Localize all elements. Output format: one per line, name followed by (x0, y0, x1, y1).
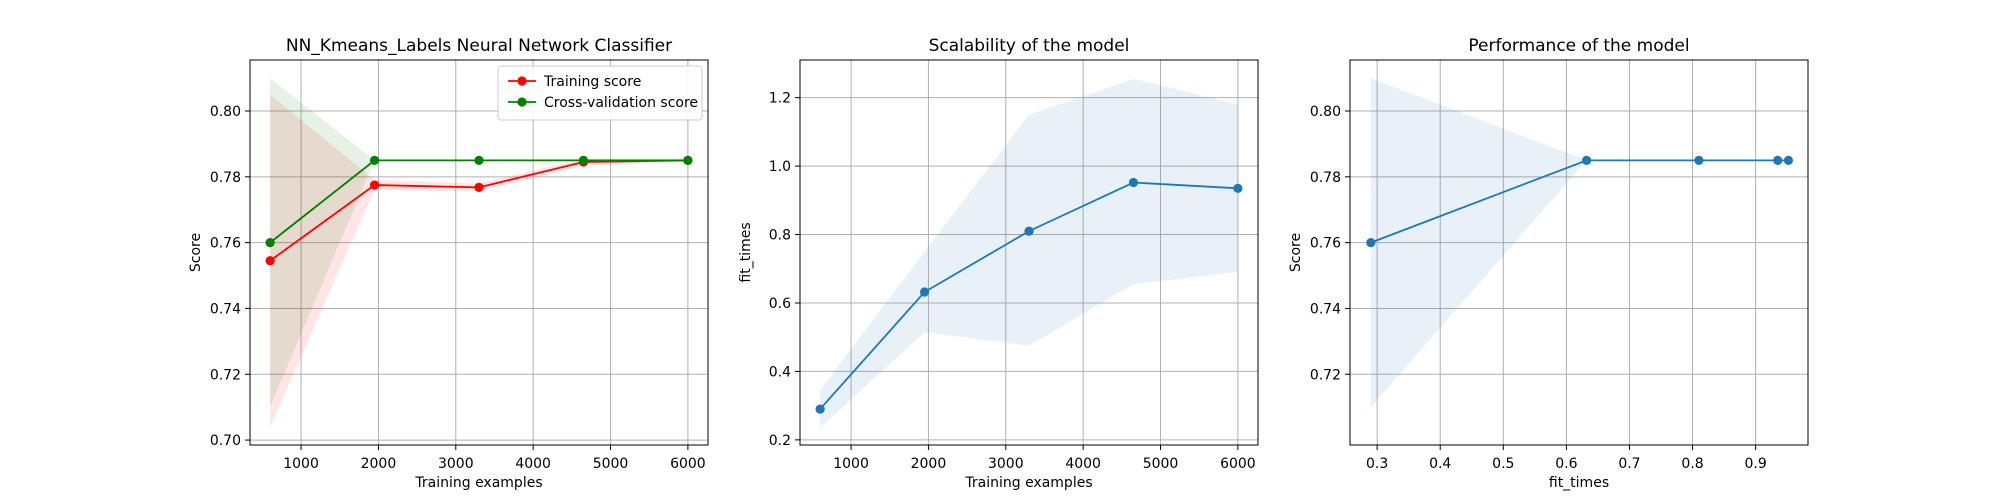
y-tick-label: 0.70 (210, 433, 241, 449)
x-tick-label: 4000 (1065, 456, 1101, 472)
x-tick-label: 3000 (988, 456, 1024, 472)
data-point (1783, 155, 1794, 165)
y-tick-label: 0.4 (769, 364, 791, 380)
x-axis-label: Training examples (414, 475, 542, 491)
y-tick-label: 0.80 (210, 104, 241, 120)
data-point (1024, 226, 1034, 236)
data-point (1128, 177, 1139, 188)
y-tick-label: 0.78 (1310, 170, 1341, 186)
x-tick-label: 0.7 (1618, 456, 1640, 472)
legend-swatch-marker (517, 97, 527, 107)
chart-3: 0.3 0.4 0.5 0.6 0.7 0.8 0.9 0.72 0.74 0.76 0.78 0.8… (1288, 36, 1809, 491)
y-tick-label: 0.74 (1310, 301, 1341, 317)
x-tick-label: 6000 (1220, 456, 1256, 472)
x-axis-label: fit_times (1549, 475, 1609, 491)
data-point (683, 155, 693, 165)
y-tick-label: 1.0 (769, 159, 791, 175)
x-tick-label: 6000 (670, 456, 706, 472)
x-tick-label: 1000 (833, 456, 869, 472)
x-tick-label: 4000 (515, 456, 551, 472)
x-tick-label: 5000 (593, 456, 629, 472)
y-axis-label: Score (188, 233, 204, 272)
x-tick-label: 2000 (911, 456, 947, 472)
chart-title: NN_Kmeans_Labels Neural Network Classifi… (286, 36, 672, 56)
data-point (1233, 183, 1243, 193)
x-tick-label: 0.5 (1492, 456, 1514, 472)
y-axis-label: fit_times (738, 222, 754, 282)
y-tick-label: 0.74 (210, 301, 241, 317)
data-point (1366, 238, 1376, 248)
x-tick-label: 0.6 (1555, 456, 1577, 472)
x-tick-label: 0.3 (1366, 456, 1388, 472)
x-tick-label: 0.8 (1681, 456, 1703, 472)
chart-1: 1000 2000 3000 4000 5000 6000 0.70 0.72 0.74 0.76… (188, 36, 709, 491)
y-tick-label: 0.80 (1310, 104, 1341, 120)
data-point (1773, 155, 1783, 165)
x-tick-label: 0.9 (1745, 456, 1767, 472)
axes-frame (249, 59, 709, 446)
data-point (369, 180, 380, 190)
data-point (474, 155, 484, 165)
y-tick-label: 1.2 (769, 91, 791, 107)
x-tick-label: 0.4 (1429, 456, 1451, 472)
data-point (265, 256, 275, 266)
x-tick-label: 2000 (361, 456, 397, 472)
y-tick-label: 0.76 (210, 236, 241, 252)
data-point (369, 155, 380, 165)
axes-frame (799, 59, 1259, 446)
legend-frame (497, 65, 703, 121)
data-point (1581, 155, 1592, 165)
x-tick-label: 5000 (1143, 456, 1179, 472)
x-axis-label: Training examples (964, 475, 1092, 491)
x-tick-label: 3000 (438, 456, 474, 472)
y-tick-label: 0.8 (769, 228, 791, 244)
y-tick-label: 0.2 (769, 433, 791, 449)
chart-title: Performance of the model (1468, 36, 1689, 56)
chart-2: 1000 2000 3000 4000 5000 6000 0.2 0.4 0.6 0.8 1.0 1… (738, 36, 1259, 491)
data-point (265, 238, 275, 248)
legend-entry-label: Training score (543, 74, 641, 90)
y-tick-label: 0.72 (1310, 367, 1341, 383)
data-point (919, 287, 930, 297)
legend: Training score Cross-validation score (497, 65, 703, 121)
y-tick-label: 0.76 (1310, 236, 1341, 252)
x-tick-label: 1000 (283, 456, 319, 472)
y-tick-label: 0.6 (769, 296, 791, 312)
data-point (1694, 155, 1704, 165)
chart-title: Scalability of the model (929, 36, 1130, 56)
confidence-band-1 (820, 78, 1238, 428)
legend-entry-label: Cross-validation score (544, 95, 698, 111)
legend-swatch-marker (517, 76, 527, 86)
data-point (578, 155, 589, 165)
data-point (474, 182, 484, 192)
data-point (815, 404, 825, 414)
axes-frame (1349, 59, 1809, 446)
confidence-band-1 (1370, 78, 1789, 408)
y-tick-label: 0.78 (210, 170, 241, 186)
y-tick-label: 0.72 (210, 367, 241, 383)
y-axis-label: Score (1288, 233, 1304, 272)
